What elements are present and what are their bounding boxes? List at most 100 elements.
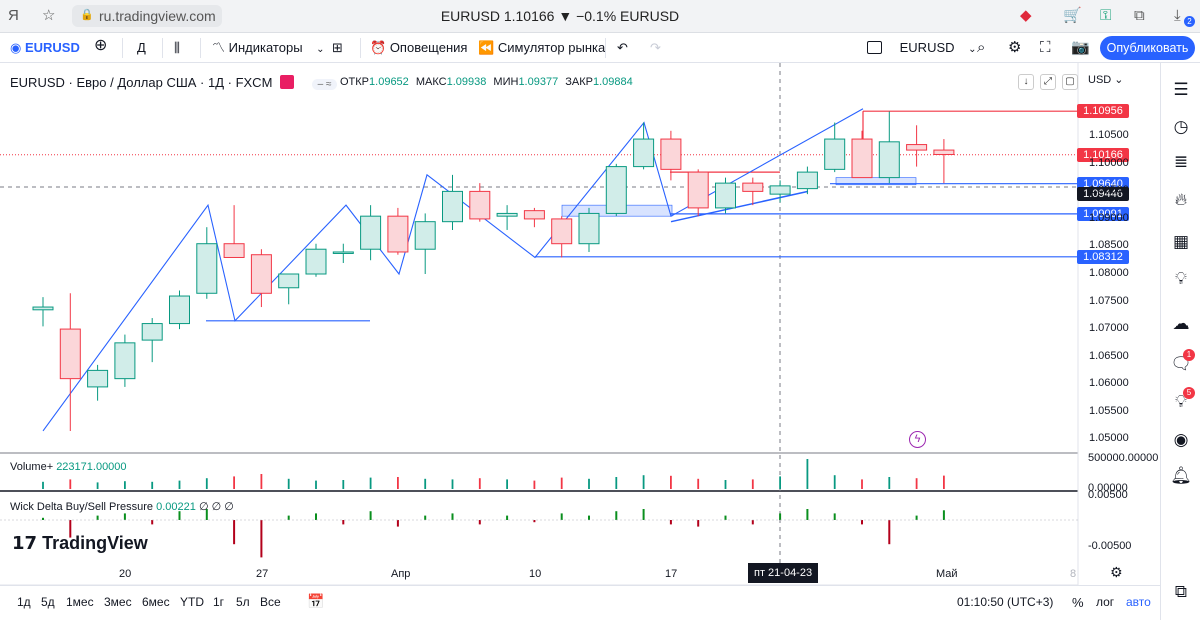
legend-toggle-icon[interactable]: – ≈ xyxy=(311,79,338,90)
volume-axis-bottom: 0.00000 xyxy=(1088,482,1128,494)
wick-value: 0.00221 xyxy=(156,501,196,513)
range-button[interactable]: Все xyxy=(260,595,281,609)
downloads-badge: 2 xyxy=(1184,16,1195,27)
candle-body xyxy=(878,141,900,179)
publish-button[interactable]: Опубликовать xyxy=(1100,36,1195,60)
wick-label: Wick Delta Buy/Sell Pressure xyxy=(10,501,154,513)
time-tick-label: 10 xyxy=(529,568,542,580)
range-button[interactable]: 3мес xyxy=(104,595,132,609)
candle-body xyxy=(360,215,382,250)
range-button[interactable]: 1мес xyxy=(66,595,94,609)
candle-body xyxy=(906,144,928,151)
candles-icon[interactable]: ⫼ xyxy=(174,40,180,55)
candle-body xyxy=(414,221,436,250)
lightbulb-icon[interactable]: 💡︎ xyxy=(1175,269,1187,288)
undo-icon[interactable]: ↶ xyxy=(617,40,628,55)
range-button[interactable]: 1г xyxy=(213,595,225,609)
volume-pane-label: Volume+ 223171.00000 xyxy=(10,461,127,473)
extensions-icon[interactable]: ⧉ xyxy=(1134,7,1145,24)
wick-extra: ∅ ∅ ∅ xyxy=(198,501,234,513)
price-tick-label: 1.07500 xyxy=(1089,294,1129,307)
tradingview-logo[interactable]: 𝟭𝟳 TradingView xyxy=(12,533,148,554)
key-icon[interactable]: ⚿ xyxy=(1100,7,1112,24)
price-tag: 1.10956 xyxy=(1077,104,1129,119)
star-icon[interactable]: ☆ xyxy=(42,7,56,24)
range-button[interactable]: 6мес xyxy=(142,595,170,609)
maximize-icon[interactable]: ▢ xyxy=(1062,74,1078,90)
clock[interactable]: 01:10:50 (UTC+3) xyxy=(957,595,1054,609)
time-tick-label: 17 xyxy=(665,568,678,580)
layout-button[interactable]: EURUSD ⌄ xyxy=(867,39,977,59)
candle-body xyxy=(824,138,846,170)
yandex-logo-icon[interactable]: Я xyxy=(8,7,19,24)
indicators-icon: 〽 xyxy=(212,40,226,55)
candle-body xyxy=(633,138,655,168)
candle-body xyxy=(387,215,409,253)
volume-value: 223171.00000 xyxy=(56,461,127,473)
range-button[interactable]: YTD xyxy=(180,595,204,609)
gear-icon[interactable]: ⚙ xyxy=(1110,564,1123,580)
range-button[interactable]: 5л xyxy=(236,595,250,609)
templates-icon[interactable]: ⊞ xyxy=(332,40,343,55)
replay-button[interactable]: ⏪ Симулятор рынка xyxy=(478,39,605,57)
downloads-icon[interactable]: ⤓ 2 xyxy=(1174,7,1195,27)
fullscreen-icon[interactable]: ⛶ xyxy=(1040,39,1051,56)
candle-body xyxy=(114,342,136,380)
tv-logo-icon: 𝟭𝟳 xyxy=(12,533,38,553)
cart-icon[interactable]: 🛒 xyxy=(1063,7,1082,24)
price-tick-label: 1.09500 xyxy=(1089,184,1129,197)
bell-icon[interactable]: 🔔︎ xyxy=(1170,466,1192,485)
broadcast-icon[interactable]: ◉ xyxy=(1173,430,1189,449)
alerts-label: Оповещения xyxy=(389,40,468,55)
crosshair-date-label: пт 21-04-23 xyxy=(748,563,819,583)
range-button[interactable]: 1д xyxy=(17,595,31,609)
bookmark-icon[interactable]: ◆ xyxy=(1020,7,1032,24)
indicators-label: Индикаторы xyxy=(228,40,303,55)
lock-icon: 🔒 xyxy=(80,9,94,21)
add-symbol-icon[interactable]: ⊕ xyxy=(94,37,108,54)
redo-icon[interactable]: ↷ xyxy=(650,40,661,55)
ideas-icon[interactable]: 💡︎ 5 xyxy=(1170,387,1195,413)
indicators-button[interactable]: 〽 Индикаторы ⌄ xyxy=(212,39,325,59)
watchlist-icon[interactable]: ☰ xyxy=(1173,80,1189,99)
chevron-down-icon: ⌄ xyxy=(316,44,325,55)
alarm-icon: ⏰ xyxy=(370,40,387,55)
lightning-icon[interactable]: ϟ xyxy=(909,431,926,448)
cloud-icon[interactable]: ☁ xyxy=(1172,314,1190,333)
candle-body xyxy=(469,190,491,220)
price-tag: 1.09091 xyxy=(1077,206,1129,221)
camera-icon[interactable]: 📷 xyxy=(1071,39,1090,56)
interval-button[interactable]: Д xyxy=(137,40,146,55)
candle-body xyxy=(715,182,736,209)
address-bar[interactable]: 🔒 ru.tradingview.com xyxy=(72,5,222,27)
percent-toggle[interactable]: % xyxy=(1072,595,1084,610)
chart-area[interactable]: EURUSD · Евро / Доллар США · 1Д · FXCM –… xyxy=(0,63,1160,620)
clock-icon[interactable]: ◷ xyxy=(1173,117,1189,136)
calendar-grid-icon[interactable]: ▦ xyxy=(1172,232,1190,251)
candle-body xyxy=(578,212,600,245)
chat-icon[interactable]: 🗨 1 xyxy=(1170,349,1195,375)
volume-axis-top: 500000.00000 xyxy=(1088,452,1159,464)
log-toggle[interactable]: лог xyxy=(1096,595,1115,609)
currency-selector[interactable]: USD ⌄ xyxy=(1088,74,1124,86)
trendline xyxy=(670,190,809,223)
price-tag: 1.08312 xyxy=(1077,249,1129,264)
candle-body xyxy=(223,243,245,258)
alerts-button[interactable]: ⏰ Оповещения xyxy=(370,39,467,57)
symbol-button[interactable]: ◉ EURUSD xyxy=(10,39,80,57)
auto-toggle[interactable]: авто xyxy=(1126,595,1151,609)
help-icon[interactable]: ⧉ xyxy=(1174,582,1188,601)
gear-icon[interactable]: ⚙ xyxy=(1008,39,1022,56)
list-alert-icon[interactable]: ≣ xyxy=(1173,152,1189,171)
price-tick-label: 1.06000 xyxy=(1089,377,1129,390)
collapse-icon[interactable]: ⤢ xyxy=(1040,74,1056,90)
hotlist-icon[interactable]: 🔥︎ xyxy=(1174,190,1188,209)
chart-canvas[interactable] xyxy=(0,63,1160,585)
price-tag: 1.09640 xyxy=(1077,176,1129,191)
low-label: МИН xyxy=(493,76,519,88)
calendar-icon[interactable]: 📅 xyxy=(307,593,325,609)
range-button[interactable]: 5д xyxy=(41,595,55,609)
arrow-down-icon[interactable]: ↓ xyxy=(1018,74,1034,90)
search-icon[interactable]: ⌕ xyxy=(977,39,986,56)
candle-body xyxy=(605,166,627,214)
